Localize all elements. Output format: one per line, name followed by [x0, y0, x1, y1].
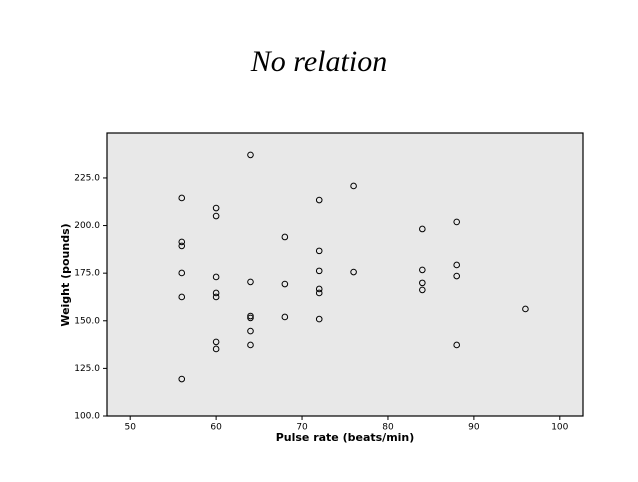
x-tick-label: 90 — [468, 423, 480, 433]
point — [522, 305, 529, 313]
point — [315, 289, 323, 297]
y-tick-label: 225.0 — [74, 173, 100, 183]
point — [419, 286, 426, 294]
point — [178, 194, 186, 202]
point — [281, 313, 289, 321]
x-tick-label: 80 — [382, 423, 394, 433]
point — [212, 338, 220, 346]
x-tick-label: 70 — [296, 423, 308, 433]
point — [212, 204, 220, 212]
point — [281, 280, 289, 288]
x-tick-label: 50 — [124, 423, 136, 433]
point — [212, 293, 220, 301]
point — [315, 196, 323, 204]
point — [247, 151, 254, 159]
point — [212, 289, 220, 297]
point — [178, 375, 186, 383]
x-tick-label: 60 — [210, 423, 222, 433]
x-tick-label: 100 — [551, 423, 568, 433]
point — [247, 327, 254, 335]
point — [315, 247, 323, 255]
point — [212, 212, 220, 220]
y-tick-label: 150.0 — [74, 316, 100, 326]
point — [247, 314, 254, 322]
y-axis-label: Weight (pounds) — [59, 223, 72, 326]
point — [247, 312, 254, 320]
point — [178, 238, 186, 246]
y-tick-label: 100.0 — [74, 412, 100, 422]
point — [453, 261, 460, 269]
point — [178, 242, 186, 250]
point — [453, 218, 460, 226]
point — [315, 285, 323, 293]
point — [281, 233, 289, 241]
point — [453, 272, 460, 280]
plot-area — [106, 132, 584, 417]
point — [178, 293, 186, 301]
point — [178, 269, 186, 277]
y-tick-label: 125.0 — [74, 364, 100, 374]
point — [247, 278, 254, 286]
point — [212, 345, 220, 353]
point — [453, 341, 460, 349]
y-tick-label: 175.0 — [74, 269, 100, 279]
point — [419, 266, 426, 274]
point — [350, 268, 357, 276]
x-axis-label: Pulse rate (beats/min) — [276, 431, 415, 444]
point — [315, 315, 323, 323]
point — [247, 341, 254, 349]
point — [419, 225, 426, 233]
point — [212, 273, 220, 281]
point — [419, 279, 426, 287]
point — [315, 267, 323, 275]
point — [350, 182, 357, 190]
chart-title: No relation — [250, 45, 387, 78]
y-tick-label: 200.0 — [74, 221, 100, 231]
